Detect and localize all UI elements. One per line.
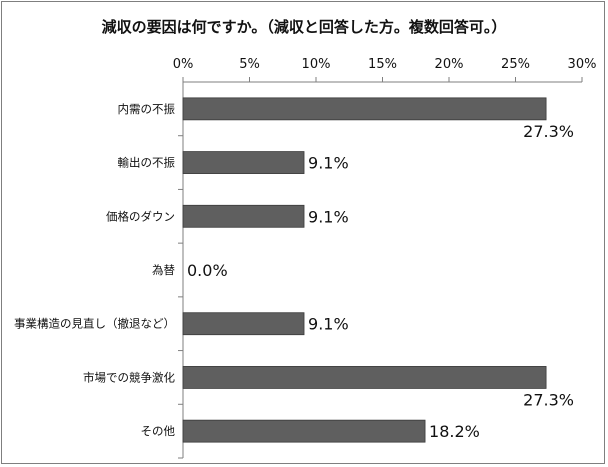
category-label: 価格のダウン <box>106 209 175 223</box>
category-label: 輸出の不振 <box>118 156 176 170</box>
category-label: 市場での競争激化 <box>83 370 175 384</box>
x-tick-label: 10% <box>302 57 331 72</box>
category-label: 事業構造の見直し（撤退など） <box>14 317 175 331</box>
bar <box>182 151 305 174</box>
category-label: 為替 <box>152 263 175 277</box>
chart-title: 減収の要因は何ですか。（減収と回答した方。複数回答可。） <box>102 18 507 36</box>
data-label: 9.1% <box>308 154 349 173</box>
data-label: 0.0% <box>187 261 228 280</box>
x-tick-label: 5% <box>239 57 260 72</box>
x-tick-label: 20% <box>435 57 464 72</box>
x-tick-label: 15% <box>368 57 397 72</box>
x-tick-label: 0% <box>173 57 194 72</box>
chart-bars <box>182 97 547 443</box>
chart-axes: 0% 5% 10% 15% 20% 25% 30% <box>173 57 597 459</box>
chart-labels: 内需の不振 27.3% 輸出の不振 9.1% 価格のダウン 9.1% 為替 0.0% 事業構造の… <box>14 102 574 441</box>
x-tick-label: 30% <box>568 57 597 72</box>
data-label: 27.3% <box>523 122 574 141</box>
category-label: 内需の不振 <box>118 102 176 116</box>
data-label: 9.1% <box>308 315 349 334</box>
bar <box>182 204 305 228</box>
x-tick-label: 25% <box>501 57 530 72</box>
bar <box>182 97 547 121</box>
data-label: 18.2% <box>429 422 480 441</box>
category-label: その他 <box>141 424 176 438</box>
bar <box>182 366 547 389</box>
bar <box>182 419 426 443</box>
data-label: 9.1% <box>308 207 349 226</box>
data-label: 27.3% <box>523 390 574 409</box>
bar <box>182 312 305 336</box>
